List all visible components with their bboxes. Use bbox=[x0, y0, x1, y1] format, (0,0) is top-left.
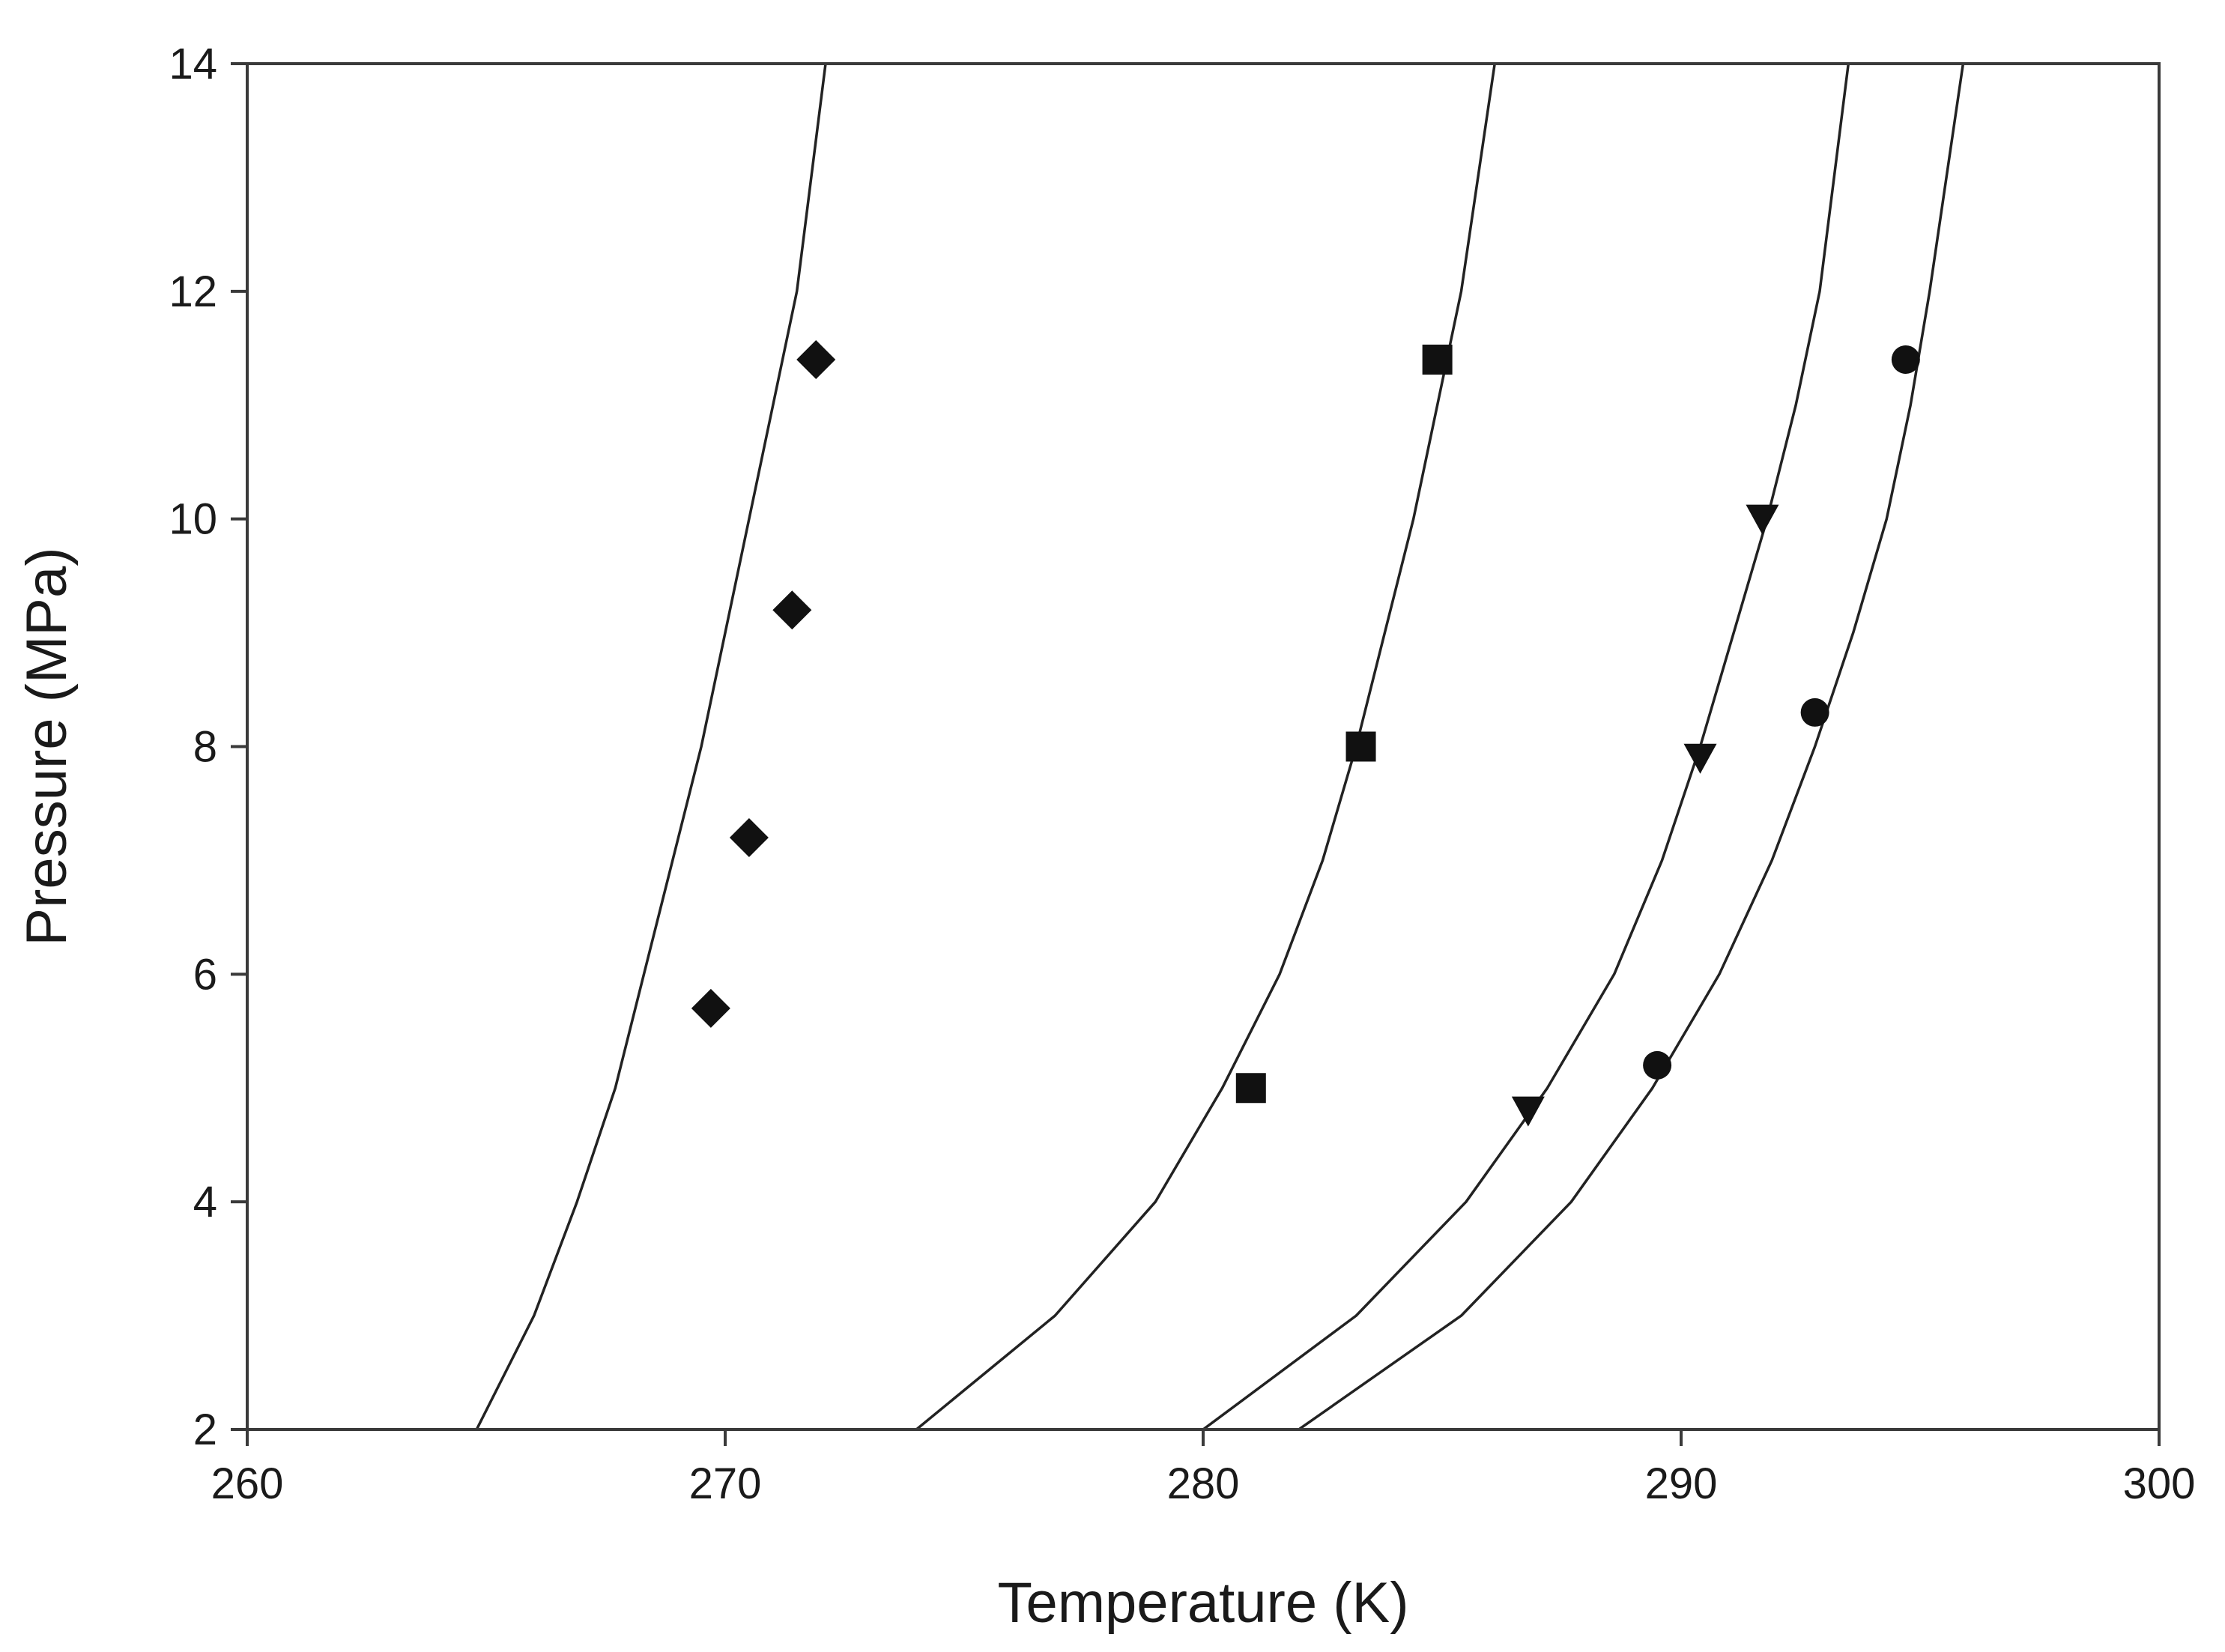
y-axis-title: Pressure (MPa) bbox=[15, 547, 79, 945]
curves-layer bbox=[475, 63, 1965, 1431]
plot-frame bbox=[246, 62, 2161, 1431]
model-curve-1 bbox=[475, 63, 827, 1430]
ticks-layer: 260 270 280 290 300 2 4 6 8 10 12 14 bbox=[169, 40, 2195, 1508]
square-marker bbox=[1422, 344, 1453, 375]
x-tick-label: 280 bbox=[1167, 1459, 1240, 1508]
x-tick-label: 260 bbox=[211, 1459, 284, 1508]
triangle-down-marker bbox=[1746, 504, 1779, 535]
diamond-marker bbox=[796, 339, 836, 379]
circle-marker bbox=[1891, 345, 1920, 374]
y-tick-label: 4 bbox=[193, 1178, 217, 1226]
diamond-marker bbox=[729, 818, 769, 858]
triangle-down-marker bbox=[1511, 1096, 1545, 1127]
y-tick-label: 2 bbox=[193, 1406, 217, 1454]
model-curve-4 bbox=[1298, 63, 1965, 1431]
markers-layer bbox=[691, 339, 1920, 1127]
x-tick-label: 290 bbox=[1645, 1459, 1718, 1508]
square-marker bbox=[1235, 1073, 1266, 1104]
model-curve-2 bbox=[915, 63, 1496, 1431]
x-tick-label: 270 bbox=[689, 1459, 762, 1508]
circle-marker bbox=[1643, 1050, 1672, 1080]
y-tick-label: 10 bbox=[169, 495, 217, 544]
y-tick-label: 12 bbox=[169, 267, 217, 316]
triangle-down-marker bbox=[1683, 743, 1717, 774]
y-tick-label: 8 bbox=[193, 723, 217, 772]
square-marker bbox=[1345, 731, 1376, 762]
diamond-marker bbox=[691, 988, 730, 1028]
x-tick-label: 300 bbox=[2123, 1459, 2196, 1508]
y-tick-label: 14 bbox=[169, 40, 217, 88]
y-tick-label: 6 bbox=[193, 950, 217, 999]
x-axis-title: Temperature (K) bbox=[997, 1571, 1408, 1635]
circle-marker bbox=[1800, 698, 1829, 727]
model-curve-3 bbox=[1202, 63, 1850, 1431]
diamond-marker bbox=[772, 590, 812, 630]
